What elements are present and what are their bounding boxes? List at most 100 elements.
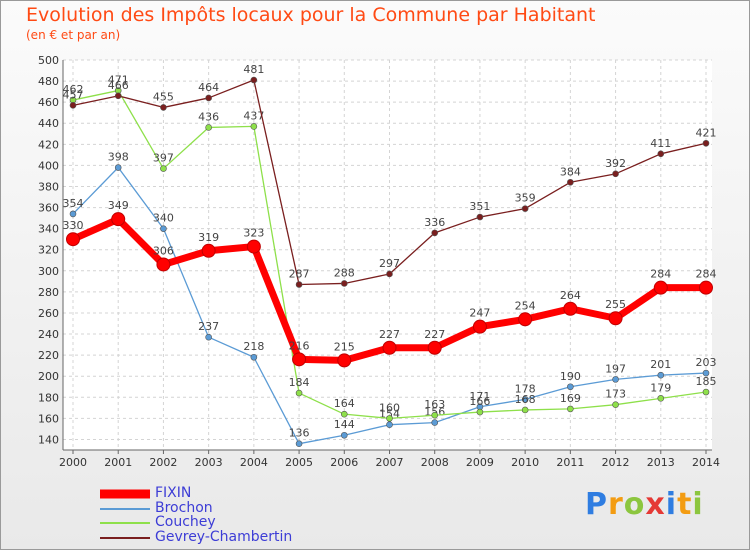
- data-point-fixin: [292, 352, 307, 367]
- data-label-fixin: 330: [63, 219, 84, 232]
- x-tick-label: 2012: [602, 456, 630, 469]
- data-label-brochon: 354: [63, 197, 84, 210]
- data-label-brochon: 136: [289, 427, 310, 440]
- logo-letter: x: [645, 487, 666, 522]
- logo-letter: i: [692, 487, 704, 522]
- legend-label: Brochon: [155, 499, 213, 516]
- data-label-fixin: 227: [379, 328, 400, 341]
- data-label-brochon: 203: [696, 356, 717, 369]
- y-tick-label: 320: [38, 244, 59, 257]
- data-point-fixin: [472, 319, 487, 334]
- data-label-brochon: 398: [108, 151, 129, 164]
- data-point-brochon: [386, 421, 393, 429]
- data-point-gevrey-chambertin: [386, 270, 393, 278]
- y-tick-label: 460: [38, 96, 59, 109]
- data-label-gevrey-chambertin: 336: [424, 216, 445, 229]
- data-point-couchey: [431, 411, 439, 419]
- data-label-gevrey-chambertin: 457: [63, 88, 84, 101]
- data-point-gevrey-chambertin: [250, 76, 258, 84]
- data-label-fixin: 255: [605, 298, 626, 311]
- data-point-couchey: [340, 410, 348, 418]
- x-tick-label: 2005: [285, 456, 313, 469]
- x-tick-label: 2013: [647, 456, 675, 469]
- data-label-fixin: 319: [198, 231, 219, 244]
- legend-swatch: [100, 489, 150, 499]
- data-point-fixin: [66, 232, 80, 247]
- data-label-gevrey-chambertin: 392: [605, 157, 626, 170]
- data-label-couchey: 168: [515, 393, 536, 406]
- data-label-gevrey-chambertin: 359: [515, 192, 536, 205]
- x-tick-label: 2004: [240, 456, 268, 469]
- data-point-couchey: [612, 401, 619, 408]
- data-label-couchey: 462: [63, 83, 84, 96]
- legend-label: FIXIN: [155, 485, 192, 501]
- x-tick-label: 2001: [104, 456, 132, 469]
- x-tick-label: 2009: [466, 456, 494, 469]
- data-label-brochon: 171: [469, 390, 490, 403]
- data-label-brochon: 340: [153, 212, 174, 225]
- data-point-gevrey-chambertin: [69, 102, 77, 109]
- data-point-gevrey-chambertin: [114, 92, 122, 100]
- data-label-gevrey-chambertin: 297: [379, 257, 400, 270]
- y-tick-label: 240: [38, 328, 59, 341]
- data-point-gevrey-chambertin: [567, 178, 574, 186]
- data-point-couchey: [160, 165, 167, 172]
- x-tick-label: 2011: [556, 456, 584, 469]
- data-point-brochon: [295, 440, 303, 447]
- legend-label: Gevrey-Chambertin: [155, 528, 293, 545]
- data-point-couchey: [205, 124, 212, 131]
- data-label-fixin: 349: [108, 199, 129, 212]
- data-label-couchey: 169: [560, 392, 581, 405]
- data-label-couchey: 397: [153, 152, 174, 165]
- legend-swatch: [100, 536, 150, 539]
- data-point-brochon: [205, 333, 212, 341]
- series-gevrey-chambertin: 457 466 455 464 481 287 288 297 336 351 359 384 392 4…: [63, 63, 717, 288]
- data-point-brochon: [431, 419, 439, 426]
- data-point-gevrey-chambertin: [295, 281, 303, 288]
- data-label-gevrey-chambertin: 384: [560, 165, 581, 178]
- data-label-couchey: 436: [198, 110, 219, 123]
- data-point-couchey: [250, 123, 258, 130]
- data-label-fixin: 284: [696, 268, 717, 281]
- data-point-gevrey-chambertin: [612, 170, 619, 178]
- data-point-brochon: [160, 225, 167, 232]
- legend-swatch: [100, 507, 150, 510]
- data-label-fixin: 254: [515, 299, 536, 312]
- y-tick-label: 500: [38, 54, 59, 67]
- y-tick-label: 260: [38, 307, 59, 320]
- data-point-couchey: [702, 388, 710, 396]
- data-label-brochon: 144: [334, 418, 355, 431]
- data-label-gevrey-chambertin: 411: [650, 137, 671, 150]
- y-tick-label: 280: [38, 286, 59, 299]
- logo-letter: P: [585, 487, 608, 522]
- data-point-gevrey-chambertin: [476, 213, 484, 221]
- x-tick-label: 2014: [692, 456, 720, 469]
- data-label-couchey: 471: [108, 74, 129, 87]
- data-label-fixin: 216: [289, 339, 310, 352]
- data-point-couchey: [386, 415, 393, 422]
- data-point-couchey: [295, 389, 303, 397]
- data-label-gevrey-chambertin: 288: [334, 266, 355, 279]
- x-tick-label: 2008: [421, 456, 449, 469]
- x-tick-label: 2007: [376, 456, 404, 469]
- data-label-fixin: 264: [560, 289, 581, 302]
- data-point-gevrey-chambertin: [160, 104, 167, 111]
- data-point-brochon: [657, 371, 665, 379]
- data-point-fixin: [337, 353, 352, 368]
- data-point-couchey: [476, 408, 484, 416]
- data-point-fixin: [563, 301, 578, 316]
- data-label-fixin: 247: [469, 307, 490, 320]
- y-tick-label: 340: [38, 223, 59, 236]
- x-tick-label: 2002: [149, 456, 177, 469]
- logo-letter: r: [608, 487, 624, 522]
- data-point-brochon: [567, 383, 574, 391]
- data-point-brochon: [612, 376, 619, 383]
- data-point-couchey: [521, 406, 529, 414]
- data-label-couchey: 185: [696, 375, 717, 388]
- data-point-gevrey-chambertin: [702, 139, 710, 147]
- data-point-gevrey-chambertin: [205, 94, 212, 102]
- data-label-gevrey-chambertin: 464: [198, 81, 219, 94]
- data-point-fixin: [518, 312, 533, 327]
- data-point-brochon: [521, 396, 529, 403]
- data-label-couchey: 166: [469, 395, 490, 408]
